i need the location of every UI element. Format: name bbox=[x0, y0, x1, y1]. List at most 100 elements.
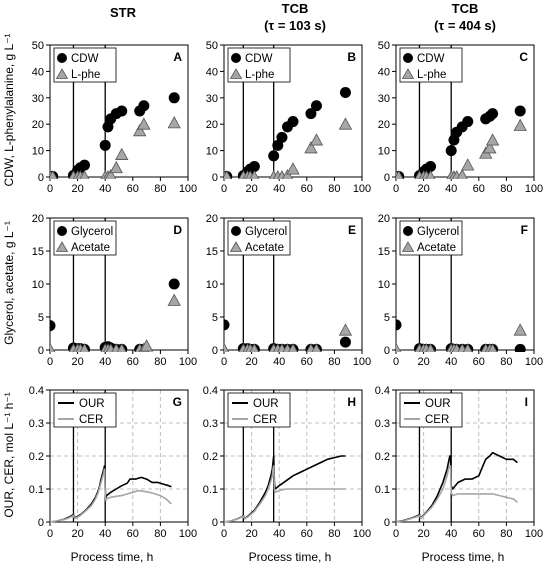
point-l-phe bbox=[286, 162, 300, 175]
x-tick-label: 80 bbox=[328, 356, 340, 368]
panel-c: 0 10 20 30 40 50 0 20 40 60 80 100 CDW L-phe C bbox=[378, 40, 543, 195]
legend-label: CER bbox=[253, 414, 277, 426]
legend-label: Acetate bbox=[417, 242, 456, 254]
x-tick-label: 100 bbox=[179, 528, 197, 540]
panel-label: F bbox=[521, 223, 528, 237]
legend-label: Acetate bbox=[71, 242, 110, 254]
point-cdw bbox=[487, 108, 499, 120]
point-acetate bbox=[396, 342, 402, 352]
x-tick-label: 80 bbox=[154, 183, 166, 195]
panel-label: G bbox=[173, 395, 182, 409]
x-tick-label: 40 bbox=[99, 183, 111, 195]
y-tick-label: 0 bbox=[38, 517, 44, 529]
point-l-phe bbox=[483, 141, 497, 154]
y-tick-label: 10 bbox=[206, 279, 218, 291]
legend-label: CER bbox=[425, 414, 449, 426]
legend-marker-triangle bbox=[55, 68, 69, 79]
point-acetate bbox=[224, 342, 230, 352]
x-tick-label: 40 bbox=[99, 528, 111, 540]
panel-g: 0 0.1 0.2 0.3 0.4 0 20 40 60 80 100 OUR CER G bbox=[29, 385, 197, 540]
legend-label: OUR bbox=[253, 398, 279, 410]
y-tick-label: 20 bbox=[378, 213, 390, 225]
legend-label: OUR bbox=[79, 398, 105, 410]
y-tick-label: 20 bbox=[378, 119, 390, 131]
legend-label: L-phe bbox=[417, 69, 446, 81]
x-tick-label: 100 bbox=[353, 183, 371, 195]
point-acetate bbox=[139, 339, 154, 352]
x-tick-label: 0 bbox=[221, 528, 227, 540]
y-tick-label: 20 bbox=[32, 213, 44, 225]
data-layer bbox=[396, 451, 518, 523]
row2-ylabel: Glycerol, acetate, g L⁻¹ bbox=[2, 221, 16, 345]
panel-e: 0 5 10 15 20 0 20 40 60 80 100 Glycerol Acetate E bbox=[206, 213, 371, 368]
y-tick-label: 0.2 bbox=[29, 451, 44, 463]
point-cdw bbox=[248, 160, 260, 172]
point-acetate bbox=[513, 323, 527, 336]
legend-marker-circle bbox=[403, 53, 413, 63]
series-line-cer bbox=[224, 465, 346, 523]
plot-frame bbox=[49, 44, 189, 178]
point-glycerol bbox=[50, 320, 56, 332]
legend-box bbox=[399, 392, 463, 428]
y-tick-label: 10 bbox=[32, 279, 44, 291]
y-tick-label: 0 bbox=[212, 345, 218, 357]
x-tick-label: 80 bbox=[500, 528, 512, 540]
series-line-cer bbox=[50, 468, 172, 523]
panel-b: 0 10 20 30 40 50 0 20 40 60 80 100 CDW L-phe B bbox=[206, 40, 371, 195]
legend-label: CDW bbox=[71, 53, 99, 65]
point-acetate bbox=[487, 343, 498, 352]
x-tick-label: 20 bbox=[245, 356, 257, 368]
x-tick-label: 60 bbox=[473, 356, 485, 368]
y-tick-label: 50 bbox=[206, 40, 218, 52]
x-tick-label: 40 bbox=[273, 528, 285, 540]
data-layer bbox=[50, 465, 172, 523]
legend-label: Glycerol bbox=[71, 226, 113, 238]
data-layer bbox=[224, 319, 353, 352]
point-glycerol bbox=[339, 336, 351, 348]
point-l-phe bbox=[133, 123, 147, 137]
y-tick-label: 0.4 bbox=[29, 385, 44, 397]
panel-a: 0 10 20 30 40 50 0 20 40 60 80 100 CDW L-phe A bbox=[32, 40, 197, 195]
y-tick-label: 10 bbox=[378, 279, 390, 291]
y-tick-label: 30 bbox=[32, 93, 44, 105]
x-tick-label: 0 bbox=[47, 183, 53, 195]
y-tick-label: 15 bbox=[378, 246, 390, 258]
x-tick-label: 0 bbox=[221, 183, 227, 195]
point-l-phe bbox=[249, 170, 260, 179]
x-tick-label: 80 bbox=[328, 528, 340, 540]
x-tick-label: 40 bbox=[445, 528, 457, 540]
legend: CDW L-phe bbox=[53, 47, 117, 83]
y-tick-label: 0 bbox=[384, 517, 390, 529]
legend: Glycerol Acetate bbox=[227, 220, 291, 256]
legend-label: CDW bbox=[245, 53, 273, 65]
y-tick-label: 20 bbox=[32, 119, 44, 131]
panel-label: D bbox=[173, 223, 182, 237]
legend-label: CER bbox=[79, 414, 103, 426]
point-cdw bbox=[462, 116, 474, 128]
point-l-phe bbox=[338, 117, 353, 130]
x-tick-label: 100 bbox=[525, 356, 543, 368]
point-l-phe bbox=[105, 168, 117, 179]
y-tick-label: 30 bbox=[206, 93, 218, 105]
point-glycerol bbox=[514, 343, 526, 352]
point-cdw bbox=[116, 105, 128, 117]
y-tick-label: 0 bbox=[384, 345, 390, 357]
legend-label: Glycerol bbox=[245, 226, 287, 238]
x-tick-label: 100 bbox=[179, 183, 197, 195]
legend-label: L-phe bbox=[71, 69, 100, 81]
y-tick-label: 50 bbox=[378, 40, 390, 52]
panel-d: 0 5 10 15 20 0 20 40 60 80 100 Glycerol Acetate D bbox=[32, 213, 197, 368]
panel-label: I bbox=[525, 395, 528, 409]
legend-marker-triangle bbox=[401, 241, 415, 252]
panel-label: C bbox=[519, 50, 528, 64]
y-tick-label: 0.1 bbox=[375, 484, 390, 496]
xlabel-col1: Process time, h bbox=[71, 550, 154, 564]
panel-label: E bbox=[348, 223, 356, 237]
legend-marker-circle bbox=[57, 226, 67, 236]
y-tick-label: 10 bbox=[32, 146, 44, 158]
point-cdw bbox=[305, 108, 317, 120]
y-tick-label: 0 bbox=[384, 172, 390, 184]
point-l-phe bbox=[115, 147, 129, 160]
